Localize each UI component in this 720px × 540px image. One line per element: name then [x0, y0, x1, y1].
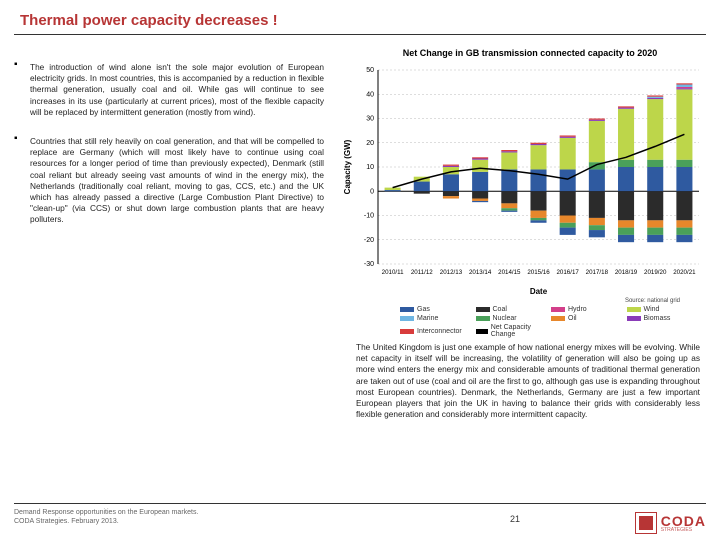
svg-text:10: 10 — [366, 164, 374, 171]
divider-top — [14, 34, 706, 35]
legend-label: Biomass — [644, 315, 671, 322]
svg-text:2012/13: 2012/13 — [440, 269, 463, 276]
legend-swatch — [476, 329, 488, 334]
legend-label: Net Capacity Change — [491, 324, 549, 338]
capacity-chart: -30 -20 -10 0 10 20 30 40 50 Capacity (GW) 2010/11… — [340, 62, 705, 302]
svg-text:-10: -10 — [364, 213, 374, 220]
chart-svg: -30 -20 -10 0 10 20 30 40 50 Capacity (GW) 2010/11… — [340, 62, 705, 302]
legend-item: Net Capacity Change — [476, 324, 550, 338]
footer-text: Demand Response opportunities on the Eur… — [14, 509, 198, 526]
logo-sub: STRATEGIES — [661, 528, 706, 533]
legend-item: Interconnector — [400, 324, 474, 338]
svg-text:2018/19: 2018/19 — [615, 269, 638, 276]
divider-bottom — [14, 503, 706, 504]
legend-label: Hydro — [568, 306, 587, 313]
svg-text:50: 50 — [366, 67, 374, 74]
svg-text:2013/14: 2013/14 — [469, 269, 492, 276]
legend-swatch — [627, 307, 641, 312]
legend-swatch — [400, 316, 414, 321]
svg-text:30: 30 — [366, 116, 374, 123]
svg-text:Capacity (GW): Capacity (GW) — [343, 139, 352, 194]
legend-label: Interconnector — [417, 328, 462, 335]
legend-item: Coal — [476, 306, 550, 313]
legend-swatch — [476, 307, 490, 312]
legend-label: Wind — [644, 306, 660, 313]
svg-text:-30: -30 — [364, 261, 374, 268]
legend-swatch — [476, 316, 490, 321]
svg-text:2015/16: 2015/16 — [527, 269, 550, 276]
bullet-marker: ▪ — [14, 62, 20, 68]
svg-text:2016/17: 2016/17 — [556, 269, 579, 276]
chart-legend: Gas Coal Hydro Wind Marine Nuclear Oil Biomass I… — [400, 306, 700, 338]
bullet-text: The introduction of wind alone isn't the… — [30, 62, 324, 118]
svg-text:2011/12: 2011/12 — [411, 269, 433, 276]
legend-item: Wind — [627, 306, 701, 313]
legend-swatch — [551, 316, 565, 321]
legend-label: Nuclear — [493, 315, 517, 322]
svg-text:0: 0 — [370, 188, 374, 195]
bullet-text: Countries that still rely heavily on coa… — [30, 136, 324, 226]
logo-brand: CODA — [661, 514, 706, 528]
legend-item: Oil — [551, 315, 625, 322]
legend-swatch — [627, 316, 641, 321]
legend-swatch — [400, 329, 414, 334]
svg-text:20: 20 — [366, 140, 374, 147]
legend-swatch — [400, 307, 414, 312]
legend-label: Coal — [493, 306, 507, 313]
bullet-list: ▪ The introduction of wind alone isn't t… — [14, 62, 324, 225]
chart-title: Net Change in GB transmission connected … — [360, 48, 700, 58]
svg-text:2014/15: 2014/15 — [498, 269, 521, 276]
legend-item: Hydro — [551, 306, 625, 313]
svg-text:40: 40 — [366, 91, 374, 98]
legend-swatch — [551, 307, 565, 312]
bullet-item: ▪ The introduction of wind alone isn't t… — [14, 62, 324, 118]
svg-text:2010/11: 2010/11 — [382, 269, 404, 276]
bullet-item: ▪ Countries that still rely heavily on c… — [14, 136, 324, 226]
page-title: Thermal power capacity decreases ! — [20, 12, 278, 29]
svg-text:Date: Date — [530, 287, 548, 296]
legend-item: Gas — [400, 306, 474, 313]
svg-text:2017/18: 2017/18 — [586, 269, 609, 276]
body-paragraph: The United Kingdom is just one example o… — [356, 342, 700, 420]
chart-source: Source: national grid — [625, 298, 680, 304]
legend-item: Marine — [400, 315, 474, 322]
page-number: 21 — [510, 514, 520, 524]
logo-mark — [635, 512, 657, 534]
legend-item: Nuclear — [476, 315, 550, 322]
legend-item: Biomass — [627, 315, 701, 322]
legend-label: Marine — [417, 315, 438, 322]
svg-text:2020/21: 2020/21 — [673, 269, 696, 276]
legend-label: Oil — [568, 315, 577, 322]
brand-logo: CODA STRATEGIES — [635, 512, 706, 534]
svg-text:-20: -20 — [364, 237, 374, 244]
legend-label: Gas — [417, 306, 430, 313]
svg-text:2019/20: 2019/20 — [644, 269, 667, 276]
bullet-marker: ▪ — [14, 136, 20, 142]
